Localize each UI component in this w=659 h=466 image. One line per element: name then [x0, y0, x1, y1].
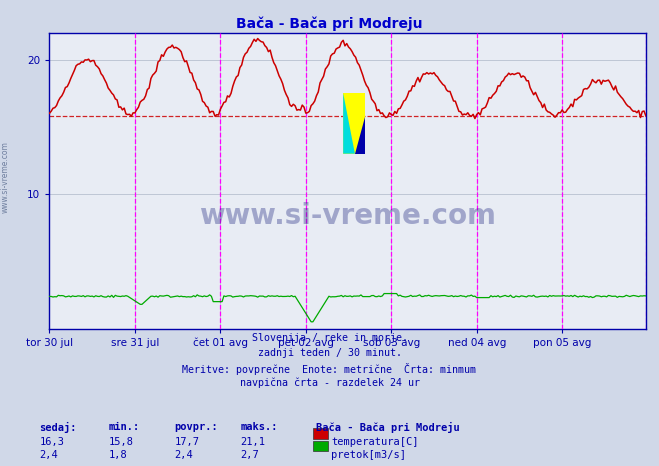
- Text: zadnji teden / 30 minut.: zadnji teden / 30 minut.: [258, 348, 401, 358]
- Text: povpr.:: povpr.:: [175, 422, 218, 432]
- Text: 16,3: 16,3: [40, 437, 65, 447]
- Text: 15,8: 15,8: [109, 437, 134, 447]
- Polygon shape: [343, 93, 355, 154]
- Text: 21,1: 21,1: [241, 437, 266, 447]
- Text: 17,7: 17,7: [175, 437, 200, 447]
- Polygon shape: [355, 117, 364, 154]
- Bar: [343, 93, 364, 154]
- Text: Slovenija / reke in morje.: Slovenija / reke in morje.: [252, 333, 407, 343]
- Text: temperatura[C]: temperatura[C]: [331, 437, 419, 447]
- Text: pretok[m3/s]: pretok[m3/s]: [331, 450, 407, 459]
- Text: Bača - Bača pri Modreju: Bača - Bača pri Modreju: [236, 16, 423, 31]
- Text: www.si-vreme.com: www.si-vreme.com: [199, 202, 496, 230]
- Text: 1,8: 1,8: [109, 450, 127, 459]
- Text: maks.:: maks.:: [241, 422, 278, 432]
- Text: Bača - Bača pri Modreju: Bača - Bača pri Modreju: [316, 422, 460, 433]
- Text: min.:: min.:: [109, 422, 140, 432]
- Text: 2,7: 2,7: [241, 450, 259, 459]
- Text: 2,4: 2,4: [175, 450, 193, 459]
- Text: navpična črta - razdelek 24 ur: navpična črta - razdelek 24 ur: [239, 378, 420, 389]
- Text: 2,4: 2,4: [40, 450, 58, 459]
- Text: Meritve: povprečne  Enote: metrične  Črta: minmum: Meritve: povprečne Enote: metrične Črta:…: [183, 363, 476, 375]
- Text: sedaj:: sedaj:: [40, 422, 77, 433]
- Text: www.si-vreme.com: www.si-vreme.com: [1, 141, 10, 213]
